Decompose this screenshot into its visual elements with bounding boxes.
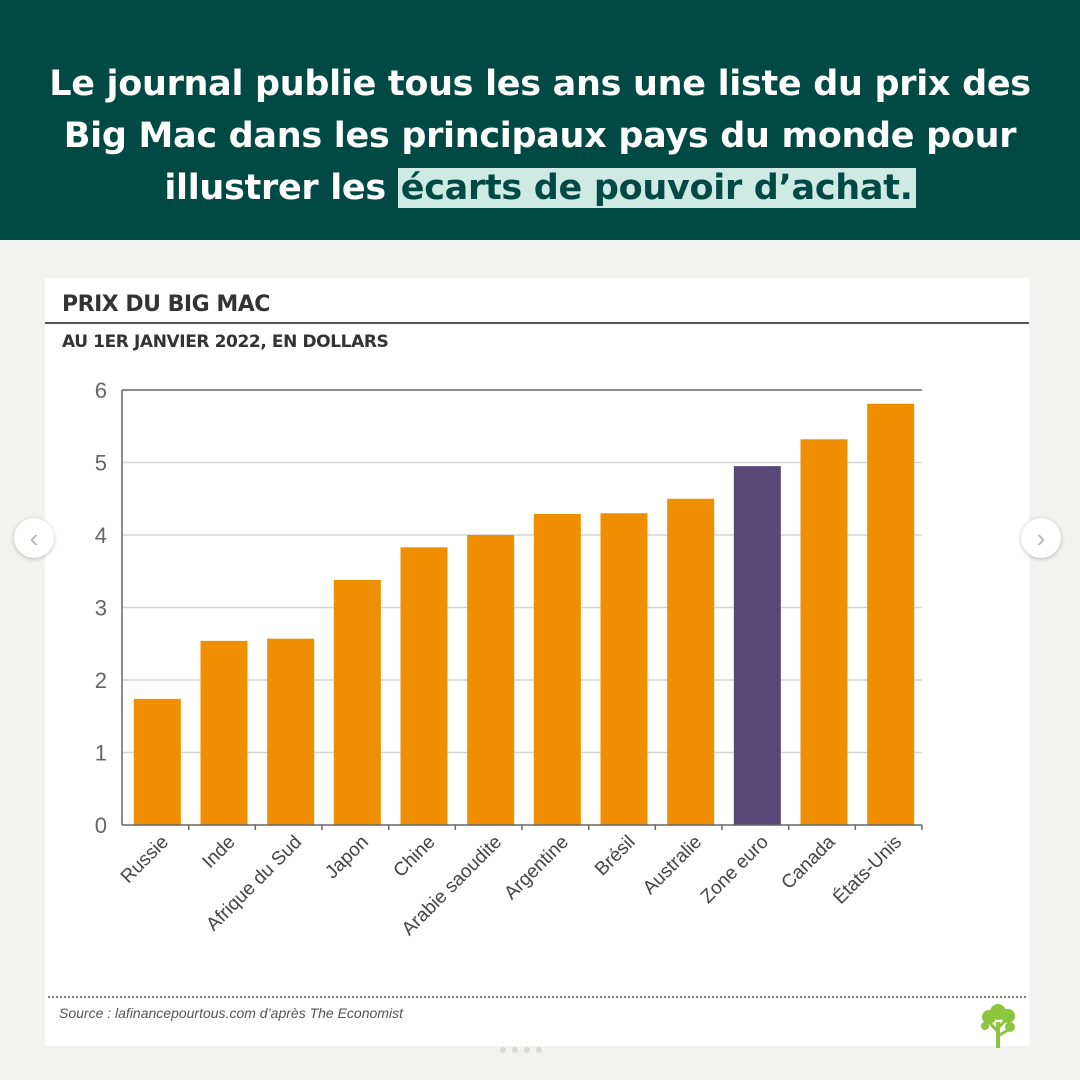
y-tick-label: 1 (95, 741, 107, 766)
x-tick-label: Zone euro (697, 832, 773, 908)
x-tick-label: Japon (321, 832, 372, 883)
chevron-left-icon: ‹ (29, 523, 39, 553)
bar (400, 547, 448, 825)
bar (733, 466, 781, 825)
bar (600, 513, 648, 825)
chart-subtitle: AU 1ER JANVIER 2022, EN DOLLARS (62, 332, 389, 352)
x-tick-label: Australie (639, 832, 706, 899)
footer-divider (48, 996, 1026, 998)
x-tick-label: Chine (390, 832, 440, 882)
chevron-right-icon: › (1036, 523, 1046, 553)
y-tick-label: 0 (95, 813, 107, 838)
x-tick-label: États-Unis (829, 832, 906, 909)
carousel-indicator (500, 1047, 542, 1053)
x-tick-label: Russie (117, 832, 173, 888)
y-tick-label: 6 (95, 378, 107, 403)
bar (467, 535, 515, 825)
carousel-dot[interactable] (536, 1047, 542, 1053)
y-tick-label: 5 (95, 451, 107, 476)
x-tick-label: Argentine (501, 832, 573, 904)
title-divider (45, 322, 1029, 324)
header-banner: Le journal publie tous les ans une liste… (0, 0, 1080, 240)
chart-card: PRIX DU BIG MAC AU 1ER JANVIER 2022, EN … (45, 278, 1029, 1048)
x-tick-label: Brésil (591, 832, 639, 880)
bar (800, 439, 848, 825)
chart-title: PRIX DU BIG MAC (62, 292, 270, 317)
bar (667, 498, 715, 825)
bar (200, 640, 248, 825)
carousel-dot[interactable] (512, 1047, 518, 1053)
banner-highlight: écarts de pouvoir d’achat. (397, 168, 916, 208)
source-note: Source : lafinancepourtous.com d’après T… (59, 1005, 403, 1021)
prev-slide-button[interactable]: ‹ (14, 518, 54, 558)
bar (867, 403, 915, 825)
banner-text: Le journal publie tous les ans une liste… (40, 58, 1040, 214)
y-tick-label: 2 (95, 668, 107, 693)
x-tick-label: Canada (778, 831, 840, 893)
carousel-dot[interactable] (500, 1047, 506, 1053)
y-tick-label: 3 (95, 596, 107, 621)
x-tick-label: Inde (199, 832, 240, 873)
banner-text-main: Le journal publie tous les ans une liste… (49, 64, 1031, 208)
bar (333, 579, 381, 825)
next-slide-button[interactable]: › (1021, 518, 1061, 558)
bar (267, 638, 315, 825)
tree-icon (981, 1004, 1015, 1048)
y-tick-label: 4 (95, 523, 107, 548)
bar (533, 513, 581, 825)
carousel-dot[interactable] (524, 1047, 530, 1053)
bar (133, 698, 181, 825)
